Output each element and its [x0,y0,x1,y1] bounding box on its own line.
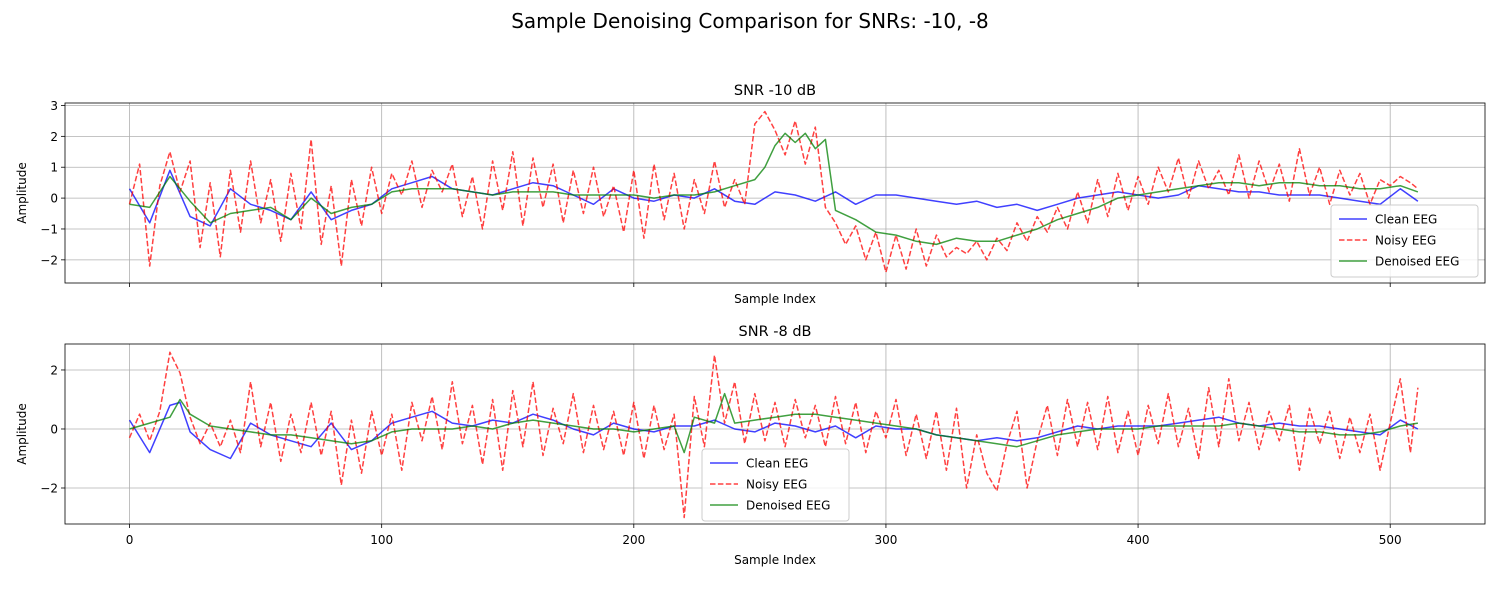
x-tick-label: 400 [1127,533,1150,547]
y-axis-label: Amplitude [15,403,29,465]
legend: Clean EEG Noisy EEG Denoised EEG [701,448,850,522]
series-line-noisy-eeg [128,351,1419,519]
series-line-noisy-eeg [128,110,1419,273]
series-line-denoised-eeg [129,392,1419,454]
y-tick-label: 0 [50,192,58,206]
legend-label: Clean EEG [1375,213,1437,227]
y-tick-label: 2 [50,363,58,377]
y-tick-label: −1 [40,222,58,236]
x-tick-label: 500 [1379,533,1402,547]
x-axis-label: Sample Index [734,292,816,306]
legend-label: Noisy EEG [746,478,807,492]
x-axis-label: Sample Index [734,553,816,567]
legend-box [1330,204,1479,278]
x-tick-label: 200 [622,533,645,547]
series-group [128,351,1419,519]
y-axis-label: Amplitude [15,162,29,224]
axes-frame [64,343,1486,525]
y-tick-label: 1 [50,161,58,175]
y-tick-label: −2 [40,482,58,496]
legend-box [701,448,850,522]
figure-suptitle: Sample Denoising Comparison for SNRs: -1… [511,9,989,33]
series-line-clean-eeg [128,169,1419,227]
axes-frame [64,102,1486,284]
legend-label: Denoised EEG [746,499,830,513]
subplot-snr-minus-8: 0 100 200 300 400 500 −2 0 2 SNR -8 dB Sample Inde… [15,324,1486,567]
legend-label: Clean EEG [746,457,808,471]
x-tick-label: 300 [874,533,897,547]
legend-label: Denoised EEG [1375,255,1459,269]
legend-label: Noisy EEG [1375,234,1436,248]
subplot-title: SNR -8 dB [739,324,812,340]
subplot-title: SNR -10 dB [734,83,816,99]
series-line-denoised-eeg [129,132,1419,246]
x-tick-label: 0 [126,533,134,547]
y-tick-label: 2 [50,130,58,144]
subplot-snr-minus-10: −2 −1 0 1 2 3 SNR -10 dB Sample Index Amplitude C… [15,83,1486,306]
x-tick-label: 100 [370,533,393,547]
y-tick-label: 3 [50,99,58,113]
legend: Clean EEG Noisy EEG Denoised EEG [1330,204,1479,278]
series-group [128,110,1419,273]
y-tick-label: −2 [40,253,58,267]
y-tick-label: 0 [50,422,58,436]
